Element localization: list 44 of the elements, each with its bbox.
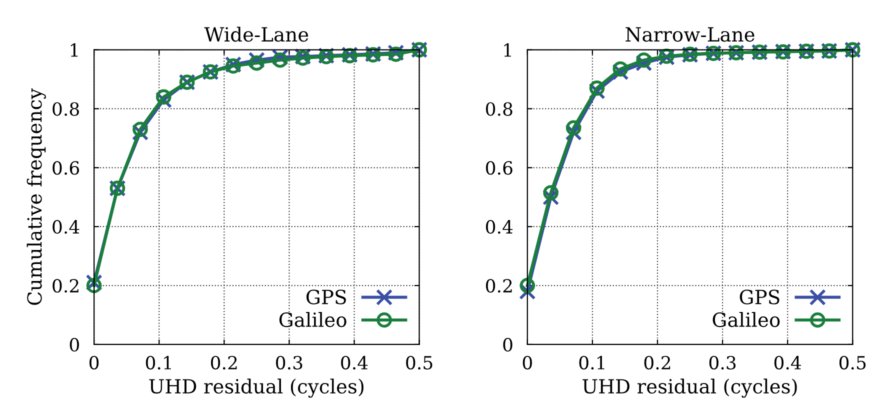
point xyxy=(249,55,264,71)
y-tick-label: 1 xyxy=(70,43,78,57)
point xyxy=(636,52,652,68)
legend-label: GPS xyxy=(740,290,780,304)
y-tick-label: 0.8 xyxy=(52,102,79,116)
x-tick-label: 0.2 xyxy=(210,356,237,370)
y-tick-label: 1 xyxy=(504,43,511,57)
x-tick-label: 0 xyxy=(522,356,532,370)
point xyxy=(86,278,102,294)
x-tick-label: 0.1 xyxy=(579,356,604,370)
y-tick-label: 0.2 xyxy=(52,278,78,293)
x-tick-label: 0.3 xyxy=(276,356,302,370)
point xyxy=(543,185,558,200)
x-axis-title: UHD residual (cycles) xyxy=(582,378,797,398)
point xyxy=(612,61,628,77)
x-tick-label: 0.3 xyxy=(709,356,736,370)
legend-label: Galileo xyxy=(712,312,780,328)
chart-title: Wide-Lane xyxy=(204,26,308,42)
y-tick-label: 0 xyxy=(70,338,79,352)
y-tick-label: 0.2 xyxy=(486,278,512,293)
y-tick-label: 0.6 xyxy=(52,161,80,175)
chart-title: Narrow-Lane xyxy=(626,27,754,42)
point xyxy=(566,120,582,136)
y-tick-label: 0.4 xyxy=(486,220,513,234)
x-tick-label: 0.1 xyxy=(146,356,171,370)
x-tick-label: 0.4 xyxy=(774,356,802,370)
x-tick-label: 0.2 xyxy=(644,356,670,370)
x-tick-label: 0 xyxy=(90,356,99,370)
legend-label: GPS xyxy=(306,290,346,304)
x-tick-label: 0.4 xyxy=(341,356,368,370)
point xyxy=(520,278,536,294)
y-tick-label: 0.6 xyxy=(486,161,512,175)
point xyxy=(272,52,288,68)
x-tick-label: 0.5 xyxy=(406,356,432,370)
y-tick-label: 0 xyxy=(503,338,512,352)
x-tick-label: 0.5 xyxy=(839,356,866,370)
y-axis-title: Cumulative frequency xyxy=(26,88,46,305)
legend-label: Galileo xyxy=(279,312,346,328)
y-tick-label: 0.4 xyxy=(52,220,80,234)
point xyxy=(589,80,605,96)
y-tick-label: 0.8 xyxy=(486,102,512,116)
point xyxy=(156,89,172,105)
point xyxy=(132,122,148,137)
x-axis-title: UHD residual (cycles) xyxy=(149,378,364,398)
